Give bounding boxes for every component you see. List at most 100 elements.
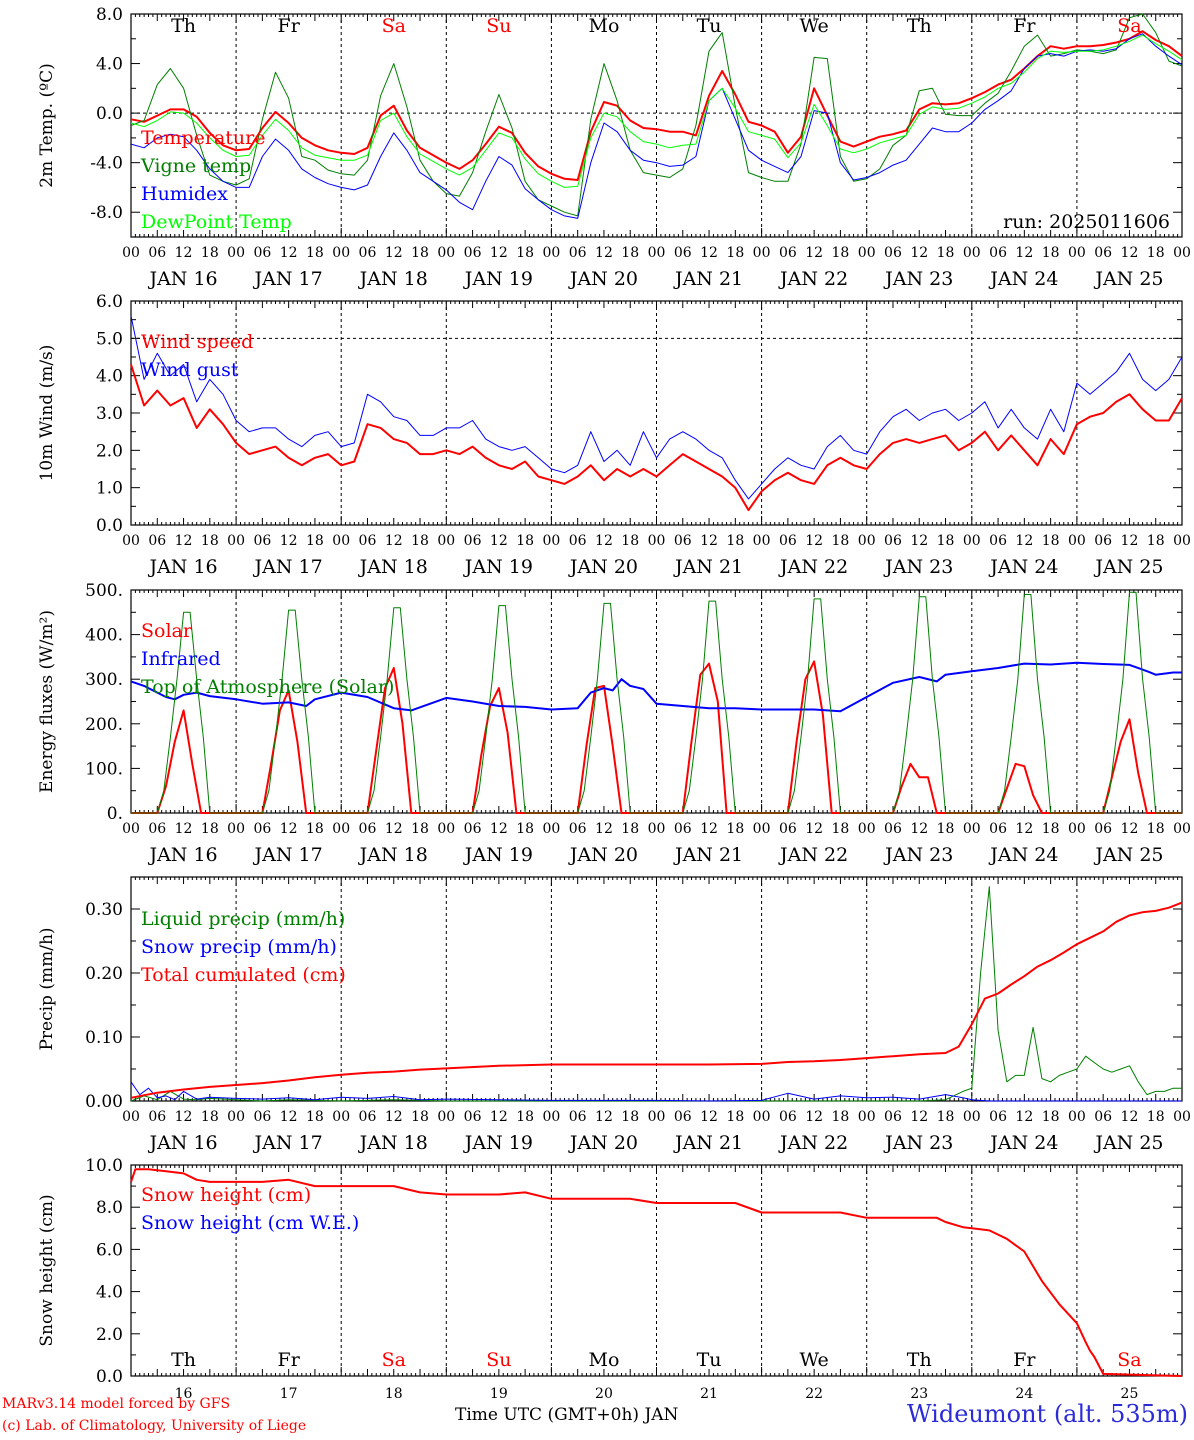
x-hour-label: 12 [385, 533, 403, 549]
x-hour-label: 18 [832, 245, 850, 261]
x-hour-label: 06 [779, 821, 797, 837]
day-number-label: 25 [1121, 1386, 1139, 1402]
x-hour-label: 00 [963, 1109, 981, 1125]
x-hour-label: 12 [490, 533, 508, 549]
x-hour-label: 00 [332, 533, 350, 549]
x-hour-label: 12 [280, 821, 298, 837]
x-hour-label: 18 [516, 533, 534, 549]
legend-entry: Infrared [141, 648, 221, 670]
x-hour-label: 18 [201, 533, 219, 549]
y-tick-label: -4.0 [90, 154, 123, 174]
x-hour-label: 00 [437, 245, 455, 261]
x-date-label: JAN 18 [358, 844, 428, 866]
x-hour-label: 06 [359, 821, 377, 837]
y-tick-label: 300. [85, 670, 123, 690]
x-date-label: JAN 19 [463, 1132, 533, 1154]
x-hour-label: 00 [963, 821, 981, 837]
x-hour-label: 00 [1173, 533, 1191, 549]
x-hour-label: 18 [1042, 533, 1060, 549]
x-hour-label: 00 [963, 533, 981, 549]
x-hour-label: 06 [464, 245, 482, 261]
y-tick-label: 8.0 [96, 5, 123, 25]
y-tick-label: 400. [85, 626, 123, 646]
x-hour-label: 00 [542, 821, 560, 837]
x-hour-label: 06 [148, 245, 166, 261]
legend-entry: Solar [141, 620, 193, 642]
x-hour-label: 00 [1173, 1109, 1191, 1125]
panel-wind: 6.0 5.0 4.0 3.0 2.0 1.0 0.0 10m Wind (m/s) Wind … [37, 292, 1191, 578]
x-hour-label: 12 [700, 821, 718, 837]
x-date-label: JAN 25 [1093, 268, 1163, 290]
x-axis-title: Time UTC (GMT+0h) JAN [455, 1405, 679, 1425]
panel-precip: 0.30 0.20 0.10 0.00 Precip (mm/h) Liquid prec… [37, 876, 1191, 1154]
x-hour-label: 06 [1094, 245, 1112, 261]
weekday-label: Fr [1013, 1349, 1036, 1371]
x-hour-label: 18 [201, 821, 219, 837]
series-line-top-of-atmosphere-solar- [131, 591, 1182, 814]
day-number-label: 20 [595, 1386, 613, 1402]
x-date-label: JAN 25 [1093, 844, 1163, 866]
x-hour-label: 12 [175, 821, 193, 837]
series-line-snow-height-cm- [130, 1168, 1183, 1377]
x-hour-label: 06 [1094, 821, 1112, 837]
x-hour-label: 00 [332, 821, 350, 837]
legend-entry: Wind gust [141, 359, 239, 381]
x-date-label: JAN 20 [568, 268, 638, 290]
x-date-label: JAN 22 [778, 844, 848, 866]
x-hour-label: 18 [1147, 533, 1165, 549]
x-hour-label: 06 [253, 533, 271, 549]
x-hour-label: 06 [989, 821, 1007, 837]
x-hour-label: 12 [1015, 245, 1033, 261]
series-line-temperature [130, 30, 1183, 181]
x-date-label: JAN 20 [568, 1132, 638, 1154]
x-date-label: JAN 21 [673, 844, 743, 866]
x-date-label: JAN 16 [147, 1132, 217, 1154]
x-hour-label: 06 [884, 821, 902, 837]
x-hour-label: 00 [122, 533, 140, 549]
y-tick-label: 0.10 [85, 1028, 123, 1048]
x-hour-label: 12 [805, 533, 823, 549]
x-hour-label: 12 [1121, 1109, 1139, 1125]
x-hour-label: 06 [989, 533, 1007, 549]
y-tick-label: 1.0 [96, 479, 123, 499]
y-tick-label: 100. [85, 759, 123, 779]
x-hour-label: 12 [700, 533, 718, 549]
x-hour-label: 12 [385, 821, 403, 837]
day-number-label: 22 [805, 1386, 823, 1402]
y-tick-label: 0.0 [96, 516, 123, 536]
x-hour-label: 06 [989, 1109, 1007, 1125]
x-hour-label: 12 [595, 1109, 613, 1125]
x-hour-label: 06 [148, 533, 166, 549]
x-date-label: JAN 18 [358, 1132, 428, 1154]
series-line-infrared [130, 661, 1182, 713]
x-hour-label: 18 [306, 1109, 324, 1125]
x-date-label: JAN 19 [463, 556, 533, 578]
x-hour-label: 12 [1121, 821, 1139, 837]
x-hour-label: 00 [648, 821, 666, 837]
x-date-label: JAN 24 [988, 1132, 1058, 1154]
x-hour-label: 12 [595, 245, 613, 261]
series-line-vigne-temp [130, 13, 1183, 217]
y-tick-label: 200. [85, 715, 123, 735]
x-hour-label: 00 [542, 533, 560, 549]
series-line-humidex [130, 33, 1183, 219]
y-tick-label: -8.0 [90, 203, 123, 223]
x-hour-label: 12 [910, 1109, 928, 1125]
x-hour-label: 06 [253, 1109, 271, 1125]
x-hour-label: 12 [700, 245, 718, 261]
x-hour-label: 18 [306, 533, 324, 549]
x-hour-label: 18 [1147, 245, 1165, 261]
x-hour-label: 00 [1173, 821, 1191, 837]
x-hour-label: 00 [753, 533, 771, 549]
y-tick-label: 4.0 [96, 55, 123, 75]
day-number-label: 21 [700, 1386, 718, 1402]
y-tick-label: 2.0 [96, 441, 123, 461]
x-hour-label: 18 [832, 533, 850, 549]
y-tick-label: 6.0 [96, 1240, 123, 1260]
x-hour-label: 06 [464, 1109, 482, 1125]
x-date-label: JAN 22 [778, 556, 848, 578]
x-hour-label: 06 [253, 245, 271, 261]
x-hour-label: 06 [148, 1109, 166, 1125]
x-date-label: JAN 21 [673, 1132, 743, 1154]
